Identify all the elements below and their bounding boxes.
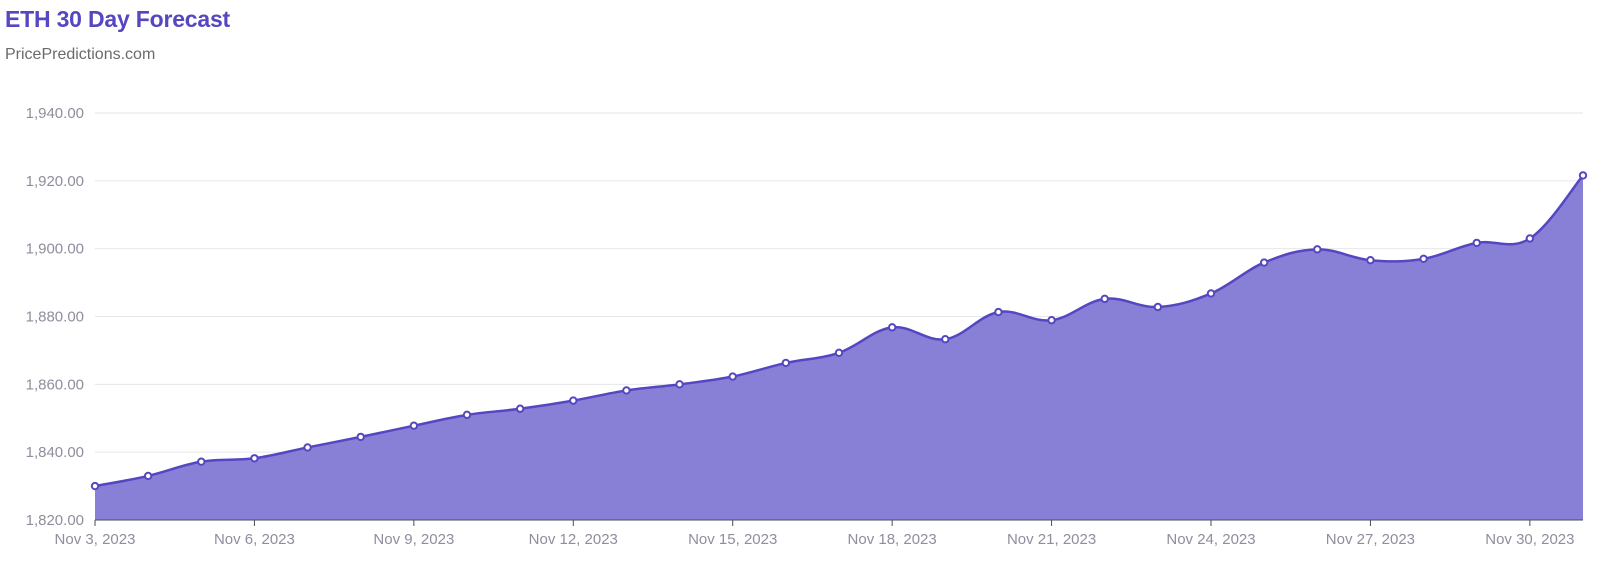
data-point[interactable] bbox=[994, 307, 1003, 317]
data-point[interactable] bbox=[675, 380, 684, 389]
chart-subtitle: PricePredictions.com bbox=[5, 46, 156, 63]
data-point[interactable] bbox=[1525, 234, 1535, 243]
data-point[interactable] bbox=[1206, 289, 1216, 298]
data-point[interactable] bbox=[1153, 302, 1163, 312]
x-tick-label: Nov 24, 2023 bbox=[1166, 531, 1255, 548]
data-point[interactable] bbox=[303, 443, 312, 452]
x-tick-label: Nov 18, 2023 bbox=[848, 531, 937, 548]
data-point[interactable] bbox=[781, 358, 791, 368]
data-point[interactable] bbox=[941, 335, 950, 344]
y-tick-label: 1,820.00 bbox=[26, 512, 84, 529]
data-point[interactable] bbox=[569, 396, 578, 405]
y-tick-label: 1,860.00 bbox=[26, 376, 84, 393]
data-point[interactable] bbox=[515, 404, 525, 413]
data-points bbox=[90, 171, 1588, 491]
data-point[interactable] bbox=[1100, 294, 1109, 304]
data-point[interactable] bbox=[197, 457, 206, 466]
data-point[interactable] bbox=[887, 323, 897, 332]
data-point[interactable] bbox=[143, 471, 153, 481]
data-point[interactable] bbox=[1259, 258, 1269, 267]
data-point[interactable] bbox=[1313, 245, 1322, 254]
data-point[interactable] bbox=[356, 432, 365, 442]
data-point[interactable] bbox=[1419, 254, 1428, 264]
data-point[interactable] bbox=[1047, 316, 1056, 325]
x-tick-label: Nov 12, 2023 bbox=[529, 531, 618, 548]
data-point[interactable] bbox=[1472, 238, 1481, 248]
x-tick-label: Nov 30, 2023 bbox=[1485, 531, 1574, 548]
x-axis: Nov 3, 2023 Nov 6, 2023 Nov 9, 2023 Nov 12,… bbox=[55, 520, 1574, 548]
x-tick-label: Nov 21, 2023 bbox=[1007, 531, 1096, 548]
data-point[interactable] bbox=[1366, 255, 1375, 265]
data-point[interactable] bbox=[1578, 171, 1588, 180]
chart-title: ETH 30 Day Forecast bbox=[5, 6, 231, 32]
data-point[interactable] bbox=[728, 372, 737, 381]
x-tick-label: Nov 27, 2023 bbox=[1326, 531, 1415, 548]
y-tick-label: 1,880.00 bbox=[26, 309, 84, 326]
data-point[interactable] bbox=[90, 481, 100, 491]
data-point[interactable] bbox=[462, 410, 472, 420]
area-fill bbox=[95, 175, 1583, 520]
data-point[interactable] bbox=[409, 421, 419, 430]
y-tick-label: 1,900.00 bbox=[26, 241, 84, 258]
data-point[interactable] bbox=[250, 454, 259, 463]
data-point[interactable] bbox=[834, 348, 844, 357]
x-tick-label: Nov 15, 2023 bbox=[688, 531, 777, 548]
x-tick-label: Nov 6, 2023 bbox=[214, 531, 295, 548]
y-tick-label: 1,940.00 bbox=[26, 105, 84, 122]
y-axis: 1,820.00 1,840.00 1,860.00 1,880.00 1,900.00… bbox=[26, 105, 84, 529]
data-point[interactable] bbox=[622, 386, 631, 395]
x-tick-label: Nov 3, 2023 bbox=[55, 531, 136, 548]
x-tick-label: Nov 9, 2023 bbox=[373, 531, 454, 548]
y-tick-label: 1,920.00 bbox=[26, 173, 84, 190]
y-tick-label: 1,840.00 bbox=[26, 444, 84, 461]
